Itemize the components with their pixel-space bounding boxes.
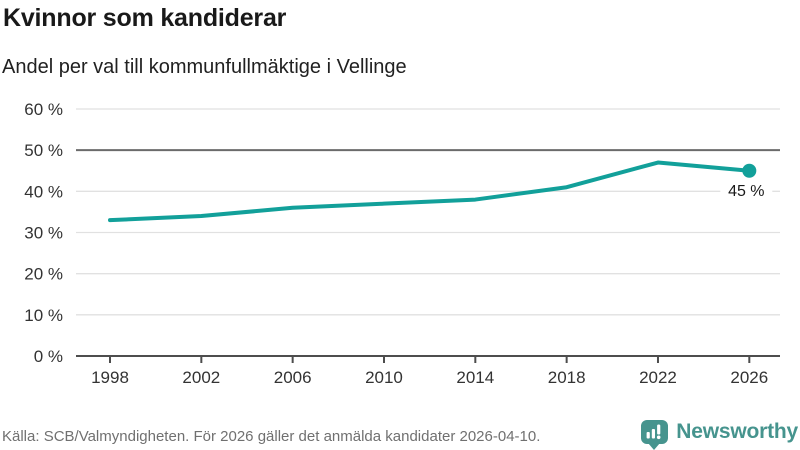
x-tick-label: 2006 <box>274 368 312 387</box>
x-tick-label: 2010 <box>365 368 403 387</box>
y-tick-label: 60 % <box>24 100 63 119</box>
chart-subtitle: Andel per val till kommunfullmäktige i V… <box>2 56 407 78</box>
data-line <box>108 160 752 223</box>
endpoint-dot <box>742 163 757 178</box>
endpoint-label: 45 % <box>728 183 764 200</box>
source-note: Källa: SCB/Valmyndigheten. För 2026 gäll… <box>2 428 541 445</box>
endpoint-label-bg <box>720 180 773 200</box>
y-tick-label: 0 % <box>34 347 63 366</box>
x-tick-label: 2002 <box>182 368 220 387</box>
y-tick-label: 40 % <box>24 182 63 201</box>
newsworthy-logo: Newsworthy <box>641 416 798 450</box>
y-tick-label: 30 % <box>24 224 63 243</box>
page-title: Kvinnor som kandiderar <box>3 4 287 32</box>
y-tick-label: 20 % <box>24 265 63 284</box>
x-tick-label: 2014 <box>456 368 494 387</box>
x-tick-label: 2022 <box>639 368 677 387</box>
x-tick-label: 2026 <box>730 368 768 387</box>
bubble-tail <box>648 443 661 450</box>
y-tick-label: 10 % <box>24 306 63 325</box>
y-tick-label: 50 % <box>24 141 63 160</box>
x-tick-label: 2018 <box>548 368 586 387</box>
brand-wordmark: Newsworthy <box>676 420 798 443</box>
x-tick-label: 1998 <box>91 368 129 387</box>
mini-bars-icon <box>646 424 661 440</box>
bar-chart-bubble-icon <box>641 420 669 450</box>
